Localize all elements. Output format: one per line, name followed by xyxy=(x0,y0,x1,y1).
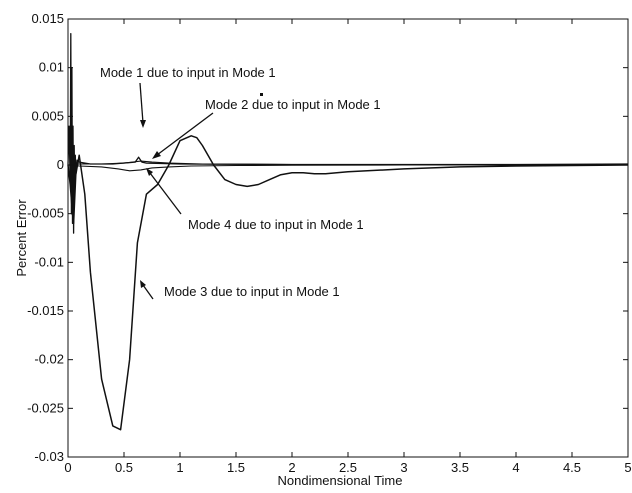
y-tick-label: -0.03 xyxy=(34,449,64,464)
y-tick-label: -0.01 xyxy=(34,254,64,269)
y-axis-label: Percent Error xyxy=(14,199,29,277)
series-mode-1-line xyxy=(67,32,629,234)
annotation-mode-4: Mode 4 due to input in Mode 1 xyxy=(188,217,364,232)
x-tick-label: 5 xyxy=(624,460,631,475)
annotation-arrow-mode-4 xyxy=(149,172,182,215)
y-tick-label: 0.005 xyxy=(31,108,64,123)
annotation-arrow-mode-2 xyxy=(156,112,214,156)
y-tick-label: -0.02 xyxy=(34,352,64,367)
annotation-arrowhead-mode-4 xyxy=(146,168,153,176)
annotation-arrowhead-mode-3 xyxy=(140,280,146,288)
x-tick-label: 4 xyxy=(512,460,519,475)
y-tick-label: -0.005 xyxy=(27,206,64,221)
x-tick-label: 1 xyxy=(176,460,183,475)
x-tick-label: 0.5 xyxy=(115,460,133,475)
series-mode-3-line xyxy=(67,135,629,431)
y-tick-label: -0.025 xyxy=(27,400,64,415)
x-axis-ticks: 0 0.5 1 1.5 2 2.5 3 3.5 4 4.5 5 xyxy=(64,19,632,475)
annotation-arrowhead-mode-2 xyxy=(152,151,161,159)
y-tick-label: 0.01 xyxy=(39,60,64,75)
x-tick-label: 3.5 xyxy=(451,460,469,475)
x-axis-label: Nondimensional Time xyxy=(277,473,402,488)
annotation-arrow-mode-3 xyxy=(142,284,154,300)
series-mode-4-line xyxy=(67,164,628,172)
annotation-mode-3: Mode 3 due to input in Mode 1 xyxy=(164,284,340,299)
y-tick-label: 0.015 xyxy=(31,11,64,26)
y-tick-label: -0.015 xyxy=(27,303,64,318)
y-tick-label: 0 xyxy=(57,157,64,172)
plot-frame xyxy=(67,18,629,458)
x-tick-label: 2 xyxy=(288,460,295,475)
x-tick-label: 1.5 xyxy=(227,460,245,475)
x-tick-label: 4.5 xyxy=(563,460,581,475)
series-layer xyxy=(67,32,629,431)
stray-mark xyxy=(260,93,263,96)
annotations: Mode 1 due to input in Mode 1 Mode 2 due… xyxy=(100,65,381,300)
annotation-mode-1: Mode 1 due to input in Mode 1 xyxy=(100,65,276,80)
annotation-arrowhead-mode-1 xyxy=(140,120,146,128)
x-tick-label: 2.5 xyxy=(339,460,357,475)
x-tick-label: 3 xyxy=(400,460,407,475)
annotation-mode-2: Mode 2 due to input in Mode 1 xyxy=(205,97,381,112)
x-tick-label: 0 xyxy=(64,460,71,475)
annotation-arrow-mode-1 xyxy=(139,82,144,124)
